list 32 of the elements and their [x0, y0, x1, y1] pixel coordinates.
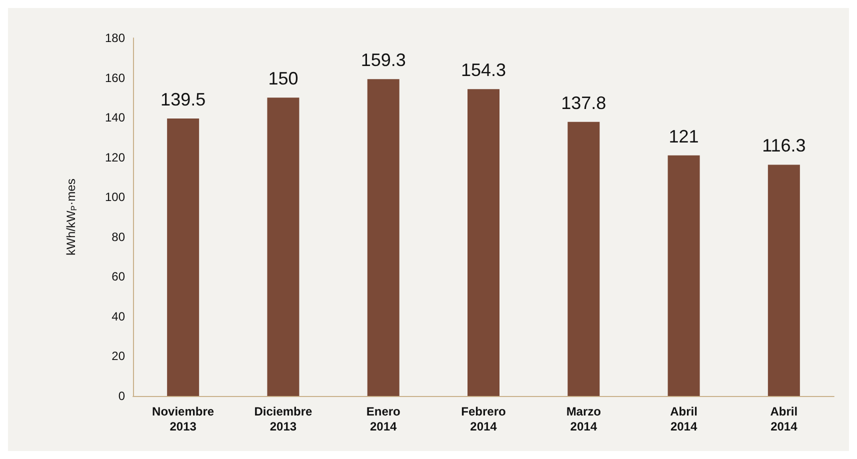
- bar: [668, 155, 700, 396]
- y-tick-label: 20: [112, 349, 126, 364]
- x-tick-label: Abril 2014: [670, 404, 698, 434]
- x-tick-label: Febrero 2014: [461, 404, 506, 434]
- x-tick-label: Enero 2014: [366, 404, 400, 434]
- y-tick-label: 180: [104, 31, 126, 45]
- data-label: 137.8: [561, 92, 606, 113]
- y-tick-label: 40: [112, 309, 126, 324]
- bar: [768, 164, 800, 396]
- data-label: 139.5: [160, 90, 206, 110]
- bar: [568, 122, 600, 396]
- data-label: 150: [268, 68, 298, 89]
- y-tick-label: 60: [112, 270, 126, 284]
- y-axis-title: kWh/kWP·mes: [64, 178, 78, 256]
- y-tick-label: 140: [104, 110, 126, 125]
- y-tick-label: 120: [104, 150, 126, 164]
- y-tick-label: 80: [112, 230, 126, 244]
- data-label: 159.3: [360, 50, 406, 70]
- x-tick-label: Marzo 2014: [566, 404, 601, 434]
- bar: [267, 98, 300, 396]
- x-tick-label: Abril 2014: [770, 404, 798, 434]
- y-tick-label: 0: [118, 389, 126, 403]
- bar: [367, 79, 400, 396]
- x-tick-label: Noviembre 2013: [152, 404, 214, 434]
- data-label: 121: [668, 126, 699, 146]
- data-label: 154.3: [460, 60, 506, 80]
- x-tick-label: Diciembre 2013: [254, 404, 313, 434]
- data-label: 116.3: [762, 136, 806, 156]
- bar: [468, 89, 500, 396]
- bar: [167, 118, 200, 396]
- y-tick-label: 160: [104, 70, 126, 85]
- y-tick-label: 100: [104, 190, 126, 204]
